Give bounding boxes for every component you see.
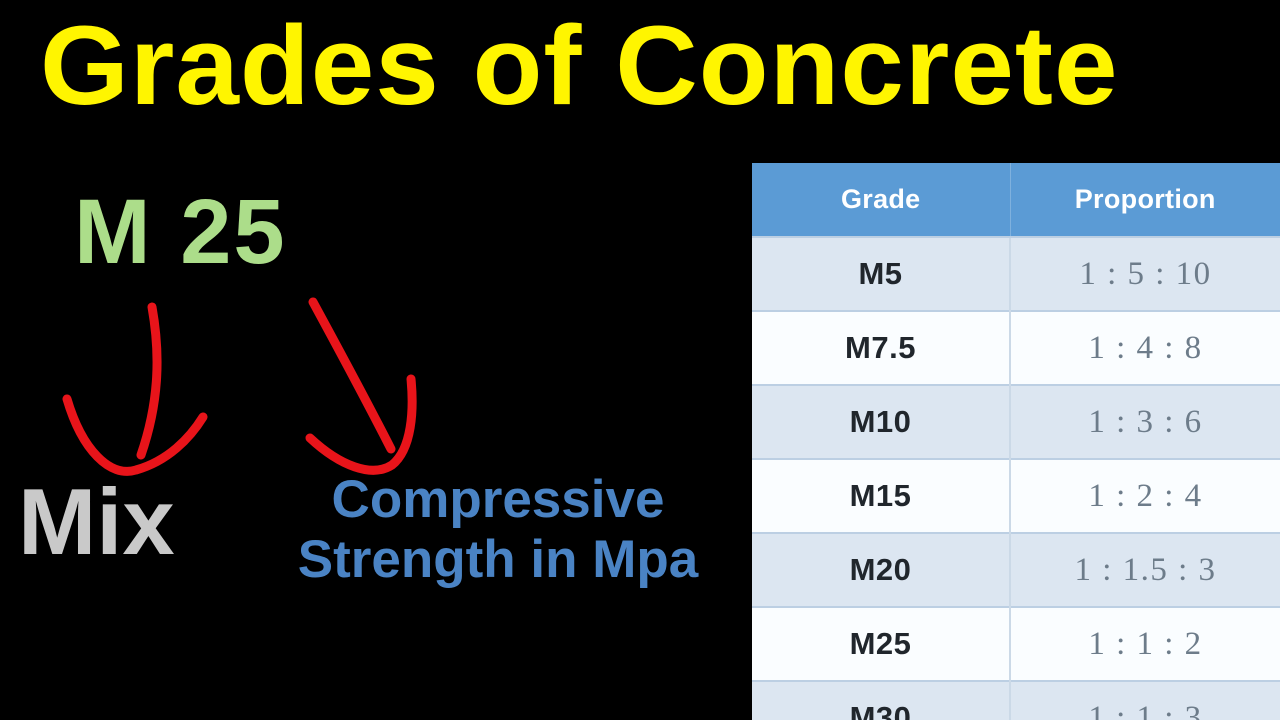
cell-proportion: 1 : 1.5 : 3 <box>1009 532 1280 607</box>
cell-proportion: 1 : 1 : 2 <box>1009 606 1280 681</box>
table-row: M5 1 : 5 : 10 <box>752 236 1280 311</box>
arrow-to-compressive-strength-shaft <box>308 297 396 454</box>
cell-grade: M20 <box>752 532 1010 607</box>
table-row: M20 1 : 1.5 : 3 <box>752 532 1280 607</box>
arrow-to-mix <box>62 302 208 476</box>
grades-of-concrete-table: Grade Proportion M5 1 : 5 : 10 M7.5 1 : … <box>752 163 1280 720</box>
cell-proportion: 1 : 4 : 8 <box>1009 310 1280 385</box>
table-header-row: Grade Proportion <box>752 163 1280 237</box>
cell-grade: M5 <box>752 236 1010 311</box>
arrow-to-mix-head <box>62 394 208 476</box>
column-header-grade: Grade <box>752 163 1010 237</box>
page-title: Grades of Concrete <box>40 3 1119 128</box>
arrow-to-compressive-strength-head <box>305 374 417 475</box>
cell-proportion: 1 : 3 : 6 <box>1009 384 1280 459</box>
column-header-proportion: Proportion <box>1009 163 1280 237</box>
compressive-strength-callout-label: Compressive Strength in Mpa <box>297 470 699 589</box>
arrow-to-mix-shaft <box>136 302 162 460</box>
table-row: M10 1 : 3 : 6 <box>752 384 1280 459</box>
table-row: M15 1 : 2 : 4 <box>752 458 1280 533</box>
mix-callout-label: Mix <box>18 469 175 574</box>
cell-grade: M7.5 <box>752 310 1010 385</box>
grade-code-callout: M 25 <box>74 181 287 283</box>
cell-proportion: 1 : 2 : 4 <box>1009 458 1280 533</box>
table-row: M30 1 : 1 : 3 <box>752 680 1280 720</box>
cell-grade: M10 <box>752 384 1010 459</box>
cell-grade: M30 <box>752 680 1010 720</box>
table-row: M25 1 : 1 : 2 <box>752 606 1280 681</box>
cell-grade: M15 <box>752 458 1010 533</box>
cell-proportion: 1 : 5 : 10 <box>1009 236 1280 311</box>
arrow-to-compressive-strength <box>305 297 417 475</box>
cell-proportion: 1 : 1 : 3 <box>1009 680 1280 720</box>
table-row: M7.5 1 : 4 : 8 <box>752 310 1280 385</box>
cell-grade: M25 <box>752 606 1010 681</box>
